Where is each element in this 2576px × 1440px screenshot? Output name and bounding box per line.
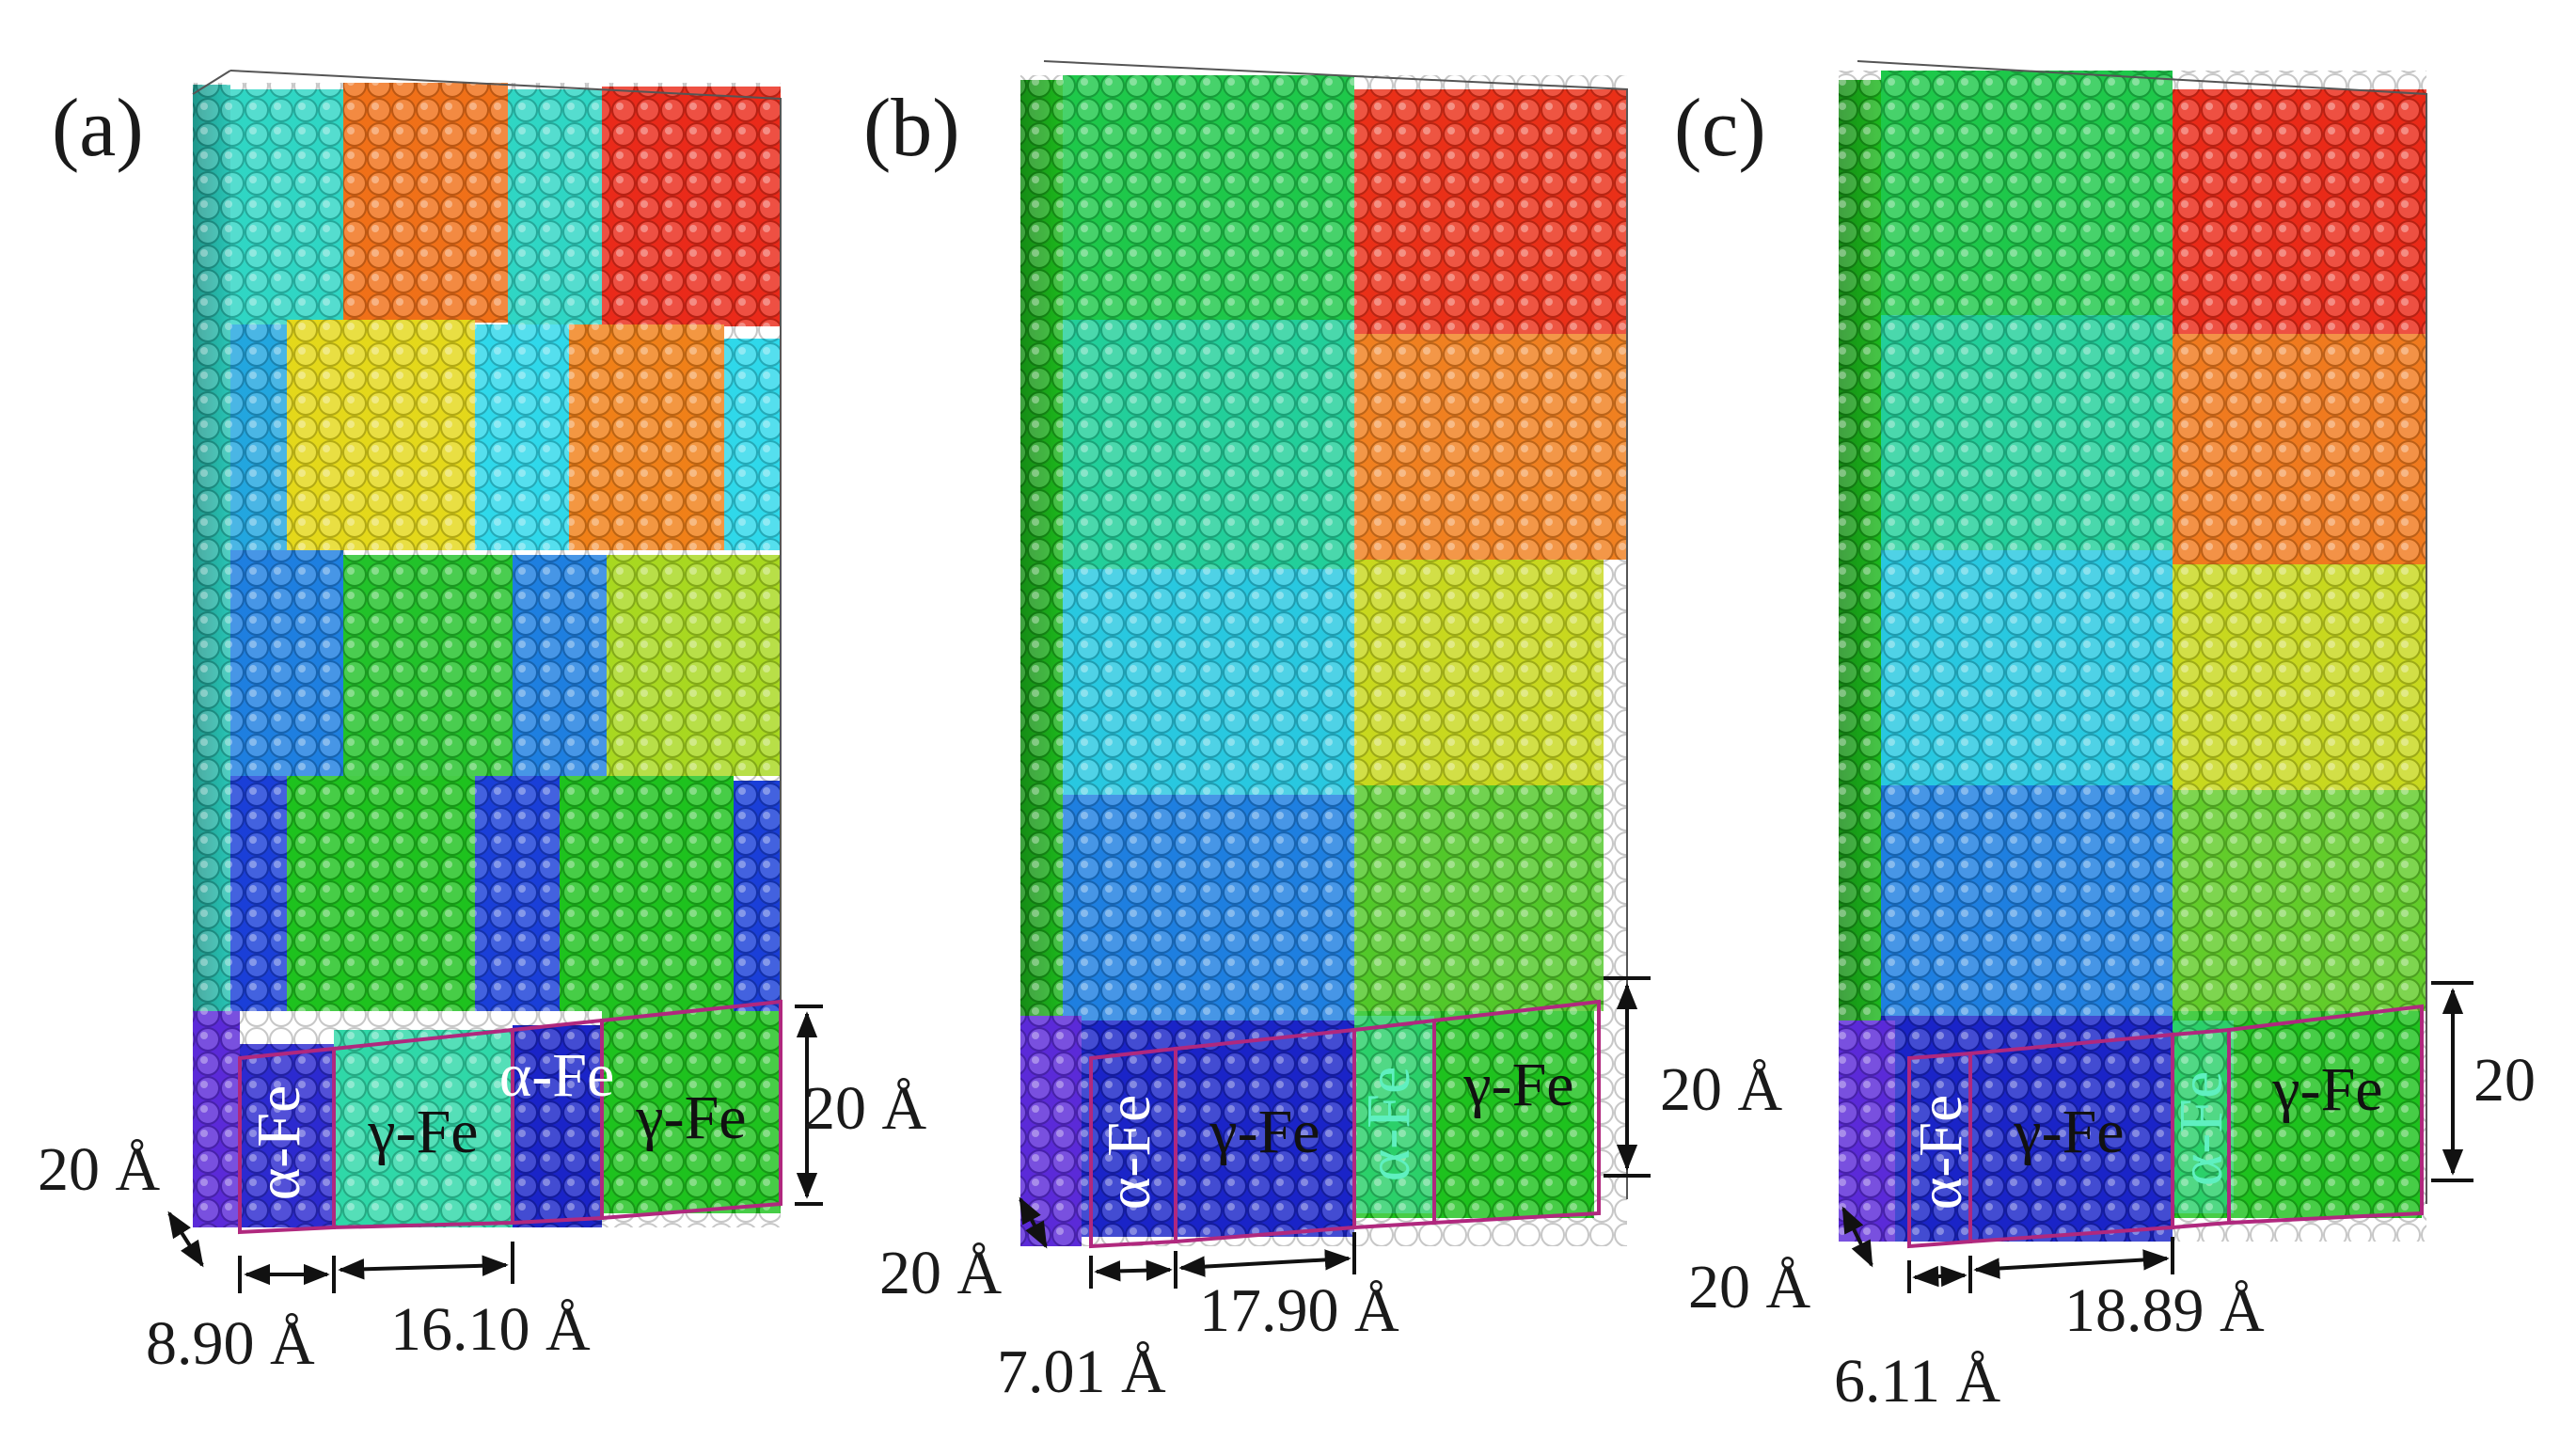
- phase-b-4: γ-Fe: [1462, 1051, 1573, 1119]
- phase-a-1: α-Fe: [245, 1085, 313, 1201]
- panel-label-a: (a): [52, 83, 144, 174]
- panel-b: α-Fe γ-Fe α-Fe γ-Fe (b) 20 Å 20 Å 7.01 Å…: [863, 60, 1783, 1406]
- depth-label-c: 20 Å: [1688, 1253, 1811, 1321]
- gamma-width-label-c: 18.89 Å: [2064, 1276, 2265, 1345]
- atom-block-c: [1839, 60, 2427, 1242]
- alpha-width-label-a: 8.90 Å: [146, 1309, 315, 1378]
- phase-b-2: γ-Fe: [1209, 1098, 1320, 1166]
- width-label-b: 20 Å: [1660, 1055, 1783, 1124]
- width-label-a: 20 Å: [804, 1074, 927, 1143]
- alpha-width-label-c: 6.11 Å: [1834, 1347, 2001, 1416]
- depth-label-b: 20 Å: [879, 1239, 1003, 1307]
- phase-c-1: α-Fe: [1906, 1095, 1975, 1211]
- depth-label-a: 20 Å: [38, 1135, 161, 1204]
- panel-c: α-Fe γ-Fe α-Fe γ-Fe (c) 20 20 Å 6.11 Å 1…: [1674, 60, 2536, 1416]
- phase-c-2: γ-Fe: [2013, 1098, 2124, 1166]
- atom-block-b: [1020, 60, 1628, 1246]
- alpha-width-label-b: 7.01 Å: [997, 1337, 1166, 1406]
- dimension-arrows-c: [1841, 981, 2473, 1293]
- phase-a-4: γ-Fe: [635, 1084, 746, 1152]
- slab-frame-b: [1089, 999, 1601, 1249]
- slab-frame-a: [238, 999, 782, 1235]
- phase-a-3-label: α-Fe: [499, 1041, 615, 1110]
- atom-block-a: [192, 70, 782, 1227]
- phase-a-2: γ-Fe: [367, 1098, 478, 1166]
- gamma-width-label-b: 17.90 Å: [1199, 1276, 1399, 1345]
- phase-c-3: α-Fe: [2167, 1071, 2236, 1187]
- phase-c-4: γ-Fe: [2271, 1055, 2382, 1124]
- phase-a-3: α-Fe: [499, 1041, 615, 1110]
- slab-frame-c: [1907, 1004, 2424, 1249]
- phase-b-1: α-Fe: [1095, 1095, 1163, 1211]
- dimension-arrows-b: [1019, 976, 1651, 1289]
- gamma-width-label-a: 16.10 Å: [390, 1295, 591, 1364]
- panel-a: α-Fe γ-Fe α-Fe γ-Fe (a) 20 Å 20 Å 8.90 Å…: [38, 70, 927, 1378]
- panel-label-c: (c): [1674, 83, 1766, 174]
- width-label-c: 20: [2473, 1046, 2536, 1115]
- phase-b-3: α-Fe: [1354, 1067, 1423, 1182]
- dimension-arrows-a: [167, 1005, 823, 1293]
- panel-label-b: (b): [863, 83, 960, 174]
